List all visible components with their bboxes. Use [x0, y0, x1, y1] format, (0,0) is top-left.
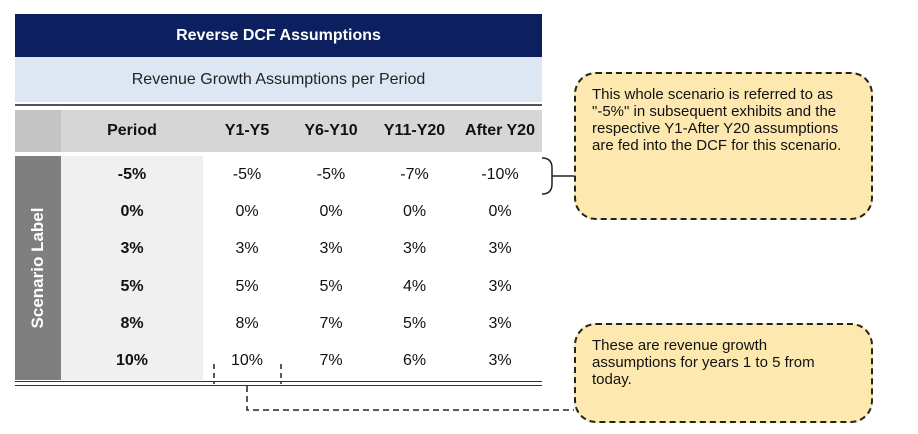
cell-y1-y5: 3%	[235, 240, 259, 258]
row-label: 0%	[61, 193, 203, 231]
cell-y6-y10: 7%	[319, 352, 343, 370]
header-y6-y10: Y6-Y10	[304, 122, 358, 139]
table-subtitle: Revenue Growth Assumptions per Period	[15, 57, 542, 102]
cell-y11-y20: 5%	[402, 314, 427, 332]
header-after-y20: After Y20	[465, 122, 535, 139]
table-row: 0% 0% 0% 0% 0%	[61, 193, 542, 231]
table-rows: -5% -5% -5% -7% -10% 0% 0% 0% 0% 0% 3% 3…	[61, 156, 542, 380]
header-corner	[15, 110, 61, 152]
cell-after-y20: 0%	[488, 202, 512, 220]
table-title: Reverse DCF Assumptions	[15, 14, 542, 57]
cell-y1-y5: -5%	[232, 165, 262, 183]
header-period: Period	[107, 122, 157, 139]
header-y1-y5: Y1-Y5	[224, 122, 270, 139]
y1-y5-bracket	[213, 364, 282, 384]
cell-after-y20: 3%	[488, 352, 512, 370]
row-label: 3%	[61, 230, 203, 268]
table-row: 5% 5% 5% 4% 3%	[61, 267, 542, 306]
cell-y11-y20: 3%	[402, 240, 427, 258]
cell-y6-y10: 7%	[319, 314, 343, 332]
table-row: 8% 8% 7% 5% 3%	[61, 305, 542, 343]
cell-after-y20: 3%	[488, 277, 512, 295]
scenario-callout: This whole scenario is referred to as "-…	[574, 72, 873, 220]
bottom-rule-top	[15, 381, 542, 382]
header-y11-y20: Y11-Y20	[383, 122, 446, 139]
cell-y1-y5: 8%	[235, 314, 259, 332]
cell-y11-y20: -7%	[400, 165, 429, 183]
table-row: -5% -5% -5% -7% -10%	[61, 156, 542, 194]
row-label: 5%	[61, 267, 203, 306]
cell-y6-y10: 5%	[319, 277, 343, 295]
cell-y11-y20: 0%	[402, 202, 427, 220]
reverse-dcf-table: Reverse DCF Assumptions Revenue Growth A…	[15, 14, 542, 380]
scenario-brace	[541, 157, 574, 195]
row-label: 10%	[61, 342, 203, 380]
cell-after-y20: 3%	[488, 314, 512, 332]
cell-after-y20: 3%	[488, 240, 512, 258]
bottom-rule-bottom	[15, 385, 542, 386]
cell-y6-y10: -5%	[316, 165, 346, 183]
y1-y5-leader	[246, 386, 574, 411]
table-row: 3% 3% 3% 3% 3%	[61, 230, 542, 268]
cell-y11-y20: 6%	[402, 352, 427, 370]
scenario-label-side: Scenario Label	[15, 156, 61, 380]
cell-after-y20: -10%	[481, 165, 519, 183]
header-row: Period Y1-Y5 Y6-Y10 Y11-Y20 After Y20	[15, 110, 542, 152]
cell-y1-y5: 5%	[235, 277, 259, 295]
cell-y1-y5: 10%	[230, 352, 264, 370]
growth-callout: These are revenue growth assumptions for…	[574, 323, 873, 423]
table-body: Scenario Label -5% -5% -5% -7% -10% 0% 0…	[15, 156, 542, 380]
cell-y1-y5: 0%	[235, 202, 259, 220]
table-row: 10% 10% 7% 6% 3%	[61, 342, 542, 380]
row-label: 8%	[61, 305, 203, 343]
cell-y11-y20: 4%	[402, 277, 427, 295]
header-divider	[15, 104, 542, 106]
cell-y6-y10: 0%	[319, 202, 343, 220]
row-label: -5%	[61, 156, 203, 194]
cell-y6-y10: 3%	[319, 240, 343, 258]
